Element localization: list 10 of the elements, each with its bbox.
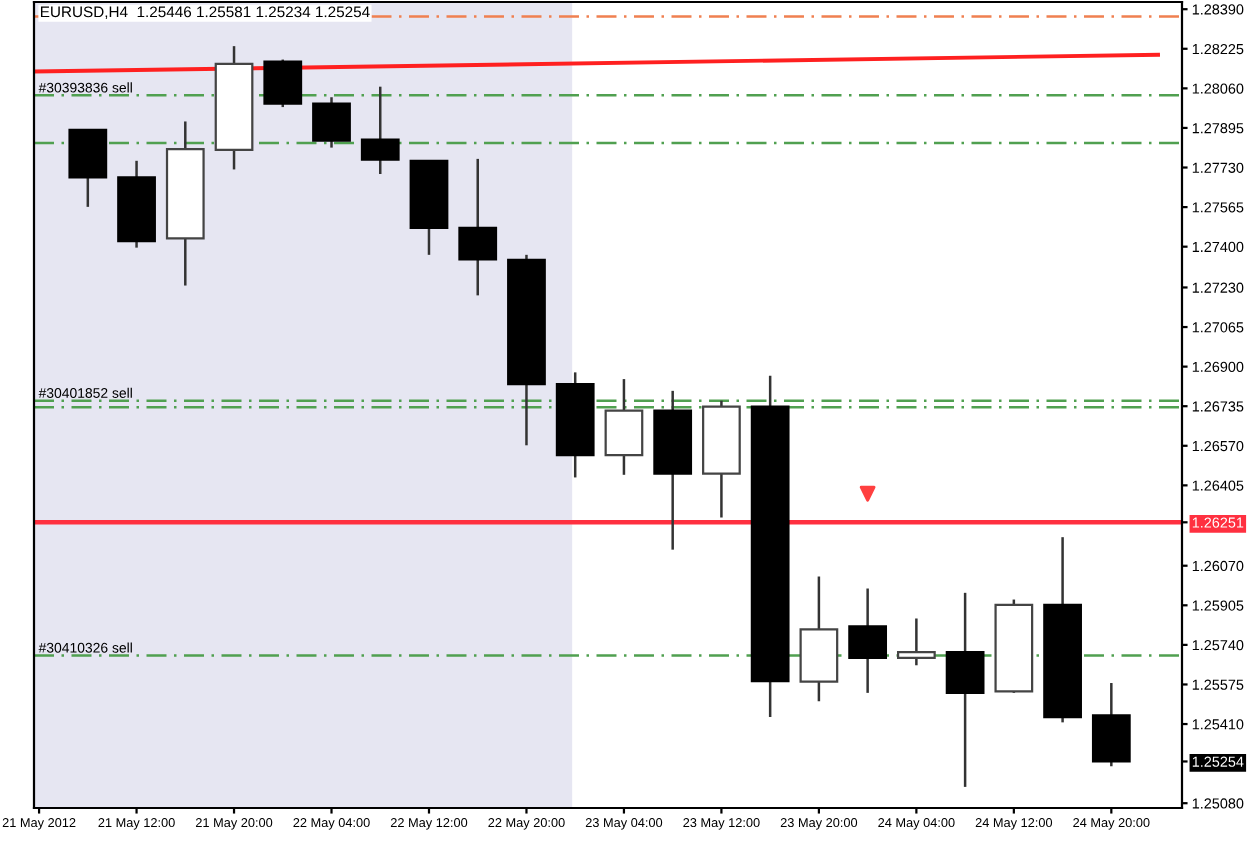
candlestick (1091, 681, 1131, 768)
candlestick (360, 85, 400, 176)
candlestick (945, 591, 985, 789)
candlestick (896, 617, 936, 667)
candlestick (68, 128, 108, 209)
candlestick (458, 157, 498, 297)
candlestick (312, 95, 351, 149)
candlestick (263, 58, 303, 109)
candlestick (604, 377, 644, 477)
candlestick (848, 587, 888, 695)
